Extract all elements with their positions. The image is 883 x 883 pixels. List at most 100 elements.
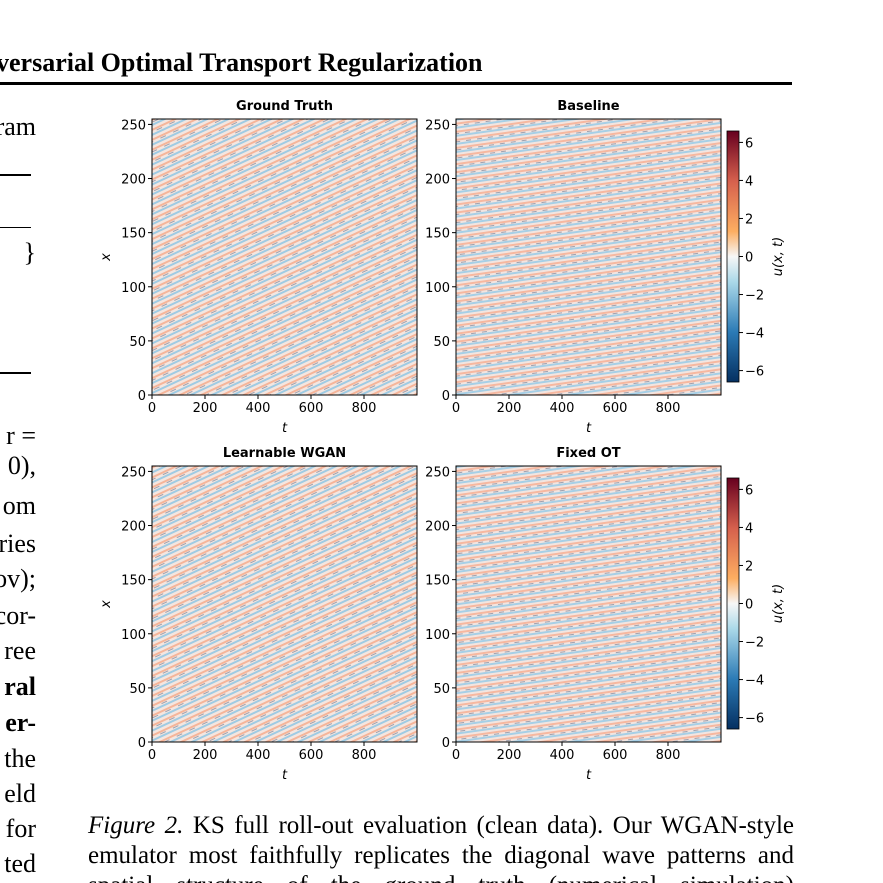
colorbar-tick-label: 4 [745, 174, 753, 189]
panel-title: Baseline [557, 99, 619, 114]
y-tick-label: 100 [121, 628, 146, 643]
x-tick-label: 0 [452, 748, 460, 763]
table-rule [0, 227, 31, 228]
plot-frame [151, 465, 418, 743]
y-axis-label: x [99, 600, 114, 609]
running-header: versarial Optimal Transport Regularizati… [0, 48, 483, 77]
x-tick-label: 600 [299, 748, 324, 763]
x-axis-label: t [282, 421, 288, 436]
text-fragment: om [2, 491, 36, 520]
colorbar-tick-label: −6 [745, 365, 764, 380]
y-tick-label: 100 [425, 281, 450, 296]
colorbar-tick-label: 2 [745, 559, 753, 574]
colorbar-label: u(x, t) [771, 237, 786, 276]
x-tick-label: 0 [148, 748, 156, 763]
y-tick-label: 200 [121, 520, 146, 535]
text-fragment: eld [4, 779, 36, 808]
x-tick-label: 800 [352, 401, 377, 416]
text-fragment: ram [0, 112, 36, 141]
y-tick-label: 0 [442, 389, 450, 404]
plot-frame [455, 465, 722, 743]
colorbar-tick-label: 0 [745, 251, 753, 266]
text-fragment: ree [4, 636, 36, 665]
plot-frame [455, 118, 722, 396]
y-tick-label: 200 [425, 173, 450, 188]
y-tick-label: 0 [138, 389, 146, 404]
x-tick-label: 800 [352, 748, 377, 763]
y-tick-label: 200 [121, 173, 146, 188]
x-tick-label: 600 [299, 401, 324, 416]
text-fragment: er- [5, 708, 36, 737]
x-tick-label: 400 [550, 401, 575, 416]
x-tick-label: 400 [550, 748, 575, 763]
colorbar-tick-label: 0 [745, 598, 753, 613]
colorbar-tick-label: −4 [745, 327, 764, 342]
y-tick-label: 150 [425, 574, 450, 589]
y-tick-label: 250 [425, 118, 450, 133]
x-tick-label: 200 [193, 401, 218, 416]
table-rule [0, 174, 31, 176]
y-tick-label: 150 [425, 227, 450, 242]
x-axis-label: t [586, 421, 592, 436]
y-tick-label: 250 [121, 118, 146, 133]
y-tick-label: 50 [129, 335, 146, 350]
text-fragment: for [5, 814, 36, 843]
y-tick-label: 150 [121, 227, 146, 242]
x-tick-label: 600 [603, 748, 628, 763]
y-axis-label: x [99, 253, 114, 262]
heatmap [152, 119, 417, 395]
text-fragment: ral [4, 672, 36, 701]
x-axis-label: t [586, 768, 592, 783]
colorbar-tick-label: 4 [745, 521, 753, 536]
table-rule [0, 372, 31, 374]
colorbar [726, 130, 740, 383]
y-tick-label: 200 [425, 520, 450, 535]
caption: Figure 2. KS full roll-out evaluation (c… [88, 811, 794, 883]
colorbar-tick-label: −4 [745, 674, 764, 689]
colorbar-tick-label: −2 [745, 289, 764, 304]
heatmap [456, 466, 721, 742]
text-fragment: } [23, 238, 36, 267]
text-fragment: r = [6, 421, 36, 450]
text-fragment: ted [4, 849, 36, 878]
text-fragment: the [4, 744, 36, 773]
caption-text: KS full roll-out evaluation (clean data)… [88, 812, 795, 883]
text-fragment: 0), [7, 451, 36, 480]
x-tick-label: 0 [148, 401, 156, 416]
panel-title: Fixed OT [556, 446, 620, 461]
x-tick-label: 600 [603, 401, 628, 416]
y-tick-label: 50 [129, 682, 146, 697]
panel-title: Learnable WGAN [223, 446, 346, 461]
x-tick-label: 800 [656, 748, 681, 763]
caption-label: Figure 2. [88, 812, 184, 839]
colorbar-tick-label: 6 [745, 136, 753, 151]
text-fragment: cor- [0, 601, 36, 630]
y-tick-label: 50 [433, 682, 450, 697]
x-tick-label: 400 [246, 401, 271, 416]
text-fragment: ov); [0, 564, 36, 593]
y-tick-label: 0 [442, 736, 450, 751]
y-tick-label: 50 [433, 335, 450, 350]
y-tick-label: 250 [425, 465, 450, 480]
plot-frame [151, 118, 418, 396]
x-tick-label: 200 [497, 748, 522, 763]
y-tick-label: 250 [121, 465, 146, 480]
colorbar-tick-label: −6 [745, 712, 764, 727]
heatmap [152, 466, 417, 742]
colorbar [726, 477, 740, 730]
x-tick-label: 200 [193, 748, 218, 763]
y-tick-label: 150 [121, 574, 146, 589]
panel-title: Ground Truth [236, 99, 333, 114]
x-tick-label: 200 [497, 401, 522, 416]
colorbar-tick-label: 2 [745, 212, 753, 227]
x-tick-label: 400 [246, 748, 271, 763]
header-rule [0, 82, 792, 85]
y-tick-label: 100 [425, 628, 450, 643]
heatmap [456, 119, 721, 395]
colorbar-tick-label: 6 [745, 483, 753, 498]
colorbar-label: u(x, t) [771, 584, 786, 623]
y-tick-label: 0 [138, 736, 146, 751]
colorbar-tick-label: −2 [745, 636, 764, 651]
